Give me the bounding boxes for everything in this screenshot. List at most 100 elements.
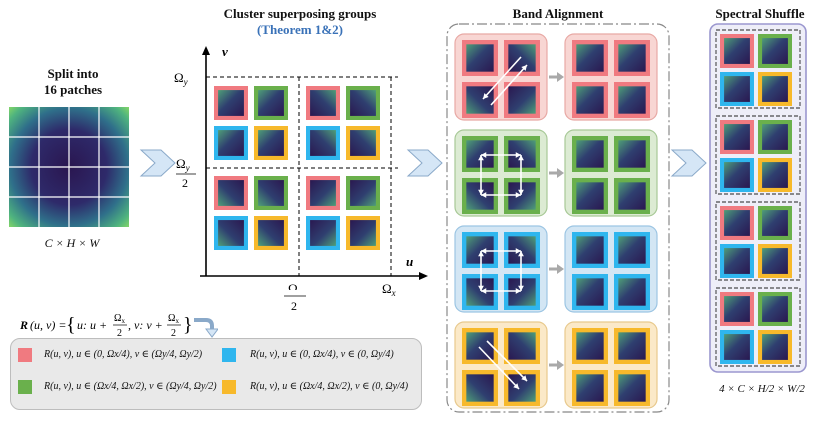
shuffle-patch-yellow [758,244,792,278]
cluster-patch-red [306,176,340,210]
legend-item-green: R(u, v), u ∈ (Ωx/4, Ωx/2), v ∈ (Ωy/4, Ωy… [44,381,217,392]
cluster-patch-blue [214,126,248,160]
shuffle-patch-red [720,120,754,154]
band-aligned-patch-green [614,178,650,214]
omega-x-half-label: Ωx [288,281,302,290]
legend-swatch-red [18,348,32,362]
omega-x-half-denominator: 2 [284,295,306,313]
chevron-arrow-icon [670,149,707,177]
band-patch-green [504,136,540,172]
cluster-patch-green [346,86,380,120]
band-aligned-patch-yellow [572,370,608,406]
svg-text:, v: v +: , v: v + [128,318,163,332]
spectral-shuffle-panel [709,23,807,373]
split-title: Split into 16 patches [18,66,128,98]
svg-text:Ωx: Ωx [114,313,125,325]
cluster-patch-green [254,86,288,120]
axis-v-label: v [222,44,228,59]
shuffle-patch-green [758,120,792,154]
band-patch-blue [462,274,498,310]
shuffle-patch-blue [720,330,754,364]
band-aligned-patch-blue [614,274,650,310]
omega-y-half-den: 2 [182,176,188,190]
split-title-line1: Split into [47,66,99,81]
shuffle-patch-blue [720,72,754,106]
svg-text:2: 2 [291,299,297,313]
svg-text:u: u +: u: u + [77,318,107,332]
cluster-subtitle: (Theorem 1&2) [256,22,344,37]
band-alignment-panel [446,23,670,413]
shuffle-patch-red [720,292,754,326]
omega-y-label: Ωy [174,70,188,87]
split-image [9,107,129,227]
shuffle-title: Spectral Shuffle [715,6,805,21]
shuffle-patch-yellow [758,330,792,364]
legend-swatch-green [18,380,32,394]
band-title: Band Alignment [512,6,604,21]
shuffle-patch-green [758,34,792,68]
svg-text:{: { [66,314,76,336]
band-aligned-patch-red [572,40,608,76]
chevron-arrow-icon [139,149,176,177]
band-patch-green [462,178,498,214]
cluster-patch-yellow [346,126,380,160]
band-patch-blue [462,232,498,268]
shuffle-caption: 4 × C × H/2 × W/2 [719,383,805,395]
cluster-patch-blue [306,126,340,160]
shuffle-patch-green [758,292,792,326]
axis-u-label: u [406,254,413,269]
cluster-title: Cluster superposing groups [223,6,377,21]
band-aligned-patch-yellow [614,370,650,406]
band-aligned-patch-red [572,82,608,118]
band-aligned-patch-red [614,40,650,76]
cluster-plot: v u Ωy Ωy 2 Ωx [174,44,428,290]
band-aligned-patch-green [572,178,608,214]
cluster-patch-yellow [254,126,288,160]
band-patch-green [504,178,540,214]
band-patch-yellow [504,328,540,364]
band-aligned-patch-blue [572,274,608,310]
shuffle-patch-red [720,34,754,68]
cluster-patch-yellow [254,216,288,250]
band-patch-red [462,40,498,76]
shuffle-patch-yellow [758,72,792,106]
cluster-patch-red [214,86,248,120]
shuffle-patch-yellow [758,158,792,192]
band-aligned-patch-blue [572,232,608,268]
cluster-patch-blue [214,216,248,250]
curved-arrow-icon [194,318,218,338]
legend-item-blue: R(u, v), u ∈ (0, Ωx/4), v ∈ (0, Ωy/4) [250,349,394,360]
omega-x-label: Ωx [382,281,396,298]
chevron-arrow-icon [406,149,443,177]
band-patch-blue [504,274,540,310]
svg-text:}: } [183,314,193,336]
cluster-patch-green [254,176,288,210]
svg-text:R: R [20,318,28,332]
svg-text:(u, v) =: (u, v) = [30,318,66,332]
svg-text:Ωx: Ωx [382,281,396,298]
band-aligned-patch-yellow [614,328,650,364]
shuffle-patch-blue [720,158,754,192]
cluster-patch-blue [306,216,340,250]
split-caption: C × H × W [44,236,100,250]
band-aligned-patch-green [572,136,608,172]
cluster-patch-red [214,176,248,210]
svg-text:2: 2 [117,328,122,339]
band-patch-red [504,82,540,118]
omega-y-half-label: Ωy [176,156,190,173]
shuffle-patch-green [758,206,792,240]
band-patch-yellow [462,370,498,406]
svg-text:Ωx: Ωx [168,313,179,325]
legend-item-red: R(u, v), u ∈ (0, Ωx/4), v ∈ (Ωy/4, Ωy/2) [44,349,203,360]
cluster-patch-red [306,86,340,120]
shuffle-patch-red [720,206,754,240]
legend-swatch-blue [222,348,236,362]
legend-item-yellow: R(u, v), u ∈ (Ωx/4, Ωx/2), v ∈ (0, Ωy/4) [250,381,409,392]
band-patch-green [462,136,498,172]
band-aligned-patch-blue [614,232,650,268]
legend-box [10,338,422,410]
band-aligned-patch-green [614,136,650,172]
cluster-patch-yellow [346,216,380,250]
shuffle-patch-blue [720,244,754,278]
cluster-patch-green [346,176,380,210]
